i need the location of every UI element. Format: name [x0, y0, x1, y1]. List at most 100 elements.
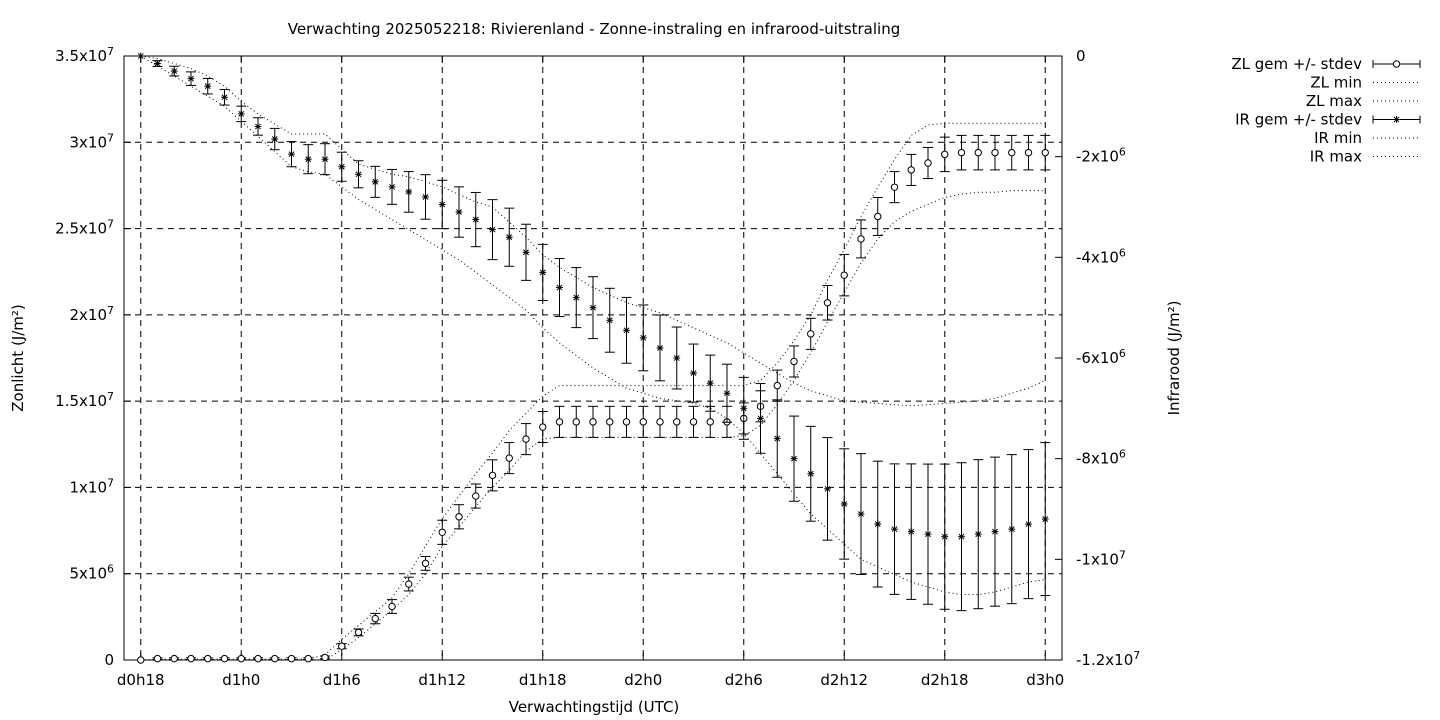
marker-stroke	[489, 226, 496, 233]
marker-stroke	[992, 528, 998, 535]
ir-marker	[170, 67, 178, 75]
zl-marker	[170, 654, 178, 663]
marker-stroke	[724, 390, 730, 397]
zl-point	[906, 153, 917, 186]
marker-stroke	[858, 511, 864, 517]
zl-point	[236, 654, 247, 663]
marker-stroke	[439, 201, 446, 208]
ir-marker	[807, 470, 815, 478]
ir-point	[939, 463, 950, 610]
ir-marker	[706, 379, 714, 387]
zl-point	[805, 317, 816, 350]
marker-stroke	[673, 355, 680, 361]
x-tick-label: d2h12	[820, 671, 868, 689]
ir-marker	[974, 530, 982, 538]
ir-marker	[438, 201, 446, 208]
ir-point	[353, 160, 364, 189]
ir-marker	[874, 520, 882, 528]
marker-stroke	[1008, 526, 1015, 533]
zl-marker	[237, 654, 245, 663]
ir-marker	[991, 528, 999, 536]
ir-marker	[237, 110, 245, 118]
ir-point	[470, 191, 481, 248]
zl-marker	[271, 654, 279, 663]
marker-stroke	[941, 533, 948, 540]
y-tick-label: 3x107	[69, 131, 114, 151]
zl-point	[1040, 134, 1051, 171]
zl-marker	[807, 330, 815, 338]
zl-marker	[957, 148, 966, 157]
zl-point	[470, 483, 481, 509]
zl-point	[822, 285, 833, 321]
ir-marker	[757, 415, 764, 422]
zl-point	[1023, 134, 1034, 171]
zl-point	[571, 405, 582, 438]
zl-marker	[606, 418, 614, 426]
zl-point	[671, 405, 682, 438]
zl-point	[370, 612, 381, 625]
ir-point	[973, 459, 984, 610]
ir-point	[537, 243, 548, 302]
marker-stroke	[523, 249, 529, 256]
chart-title: Verwachting 2025052218: Rivierenland - Z…	[288, 20, 900, 38]
zl-point	[353, 628, 364, 637]
marker-stroke	[690, 370, 697, 377]
zl-marker	[338, 642, 346, 650]
zl-point	[588, 405, 598, 438]
x-tick-label: d2h6	[725, 671, 763, 689]
marker-stroke	[137, 53, 144, 59]
ir-point	[789, 415, 799, 502]
zl-point	[253, 654, 263, 663]
ir-point	[772, 399, 783, 478]
ir-point	[504, 207, 515, 267]
legend-marker	[1393, 116, 1400, 123]
ir-marker	[254, 123, 262, 130]
zl-point	[772, 369, 783, 402]
zl-point	[387, 599, 397, 614]
legend-label: ZL gem +/- stdev	[1231, 55, 1362, 73]
ir-point	[219, 89, 230, 106]
ir-point	[554, 257, 565, 318]
zl-marker	[522, 435, 530, 443]
zl-marker	[941, 150, 949, 159]
ir-marker	[455, 208, 463, 216]
ir-point	[286, 141, 297, 168]
marker-stroke	[422, 194, 429, 200]
zl-point	[437, 519, 448, 545]
y2-tick-label: -4x106	[1076, 246, 1126, 266]
marker-stroke	[556, 284, 563, 291]
ir-marker	[924, 530, 932, 538]
ir-marker	[941, 533, 949, 541]
zl-marker	[924, 159, 932, 167]
marker-stroke	[322, 156, 328, 163]
ir-marker	[840, 500, 848, 508]
legend-marker	[1392, 60, 1401, 68]
zl-point	[186, 654, 196, 663]
zl-marker	[438, 528, 446, 536]
zl-marker	[823, 299, 832, 307]
ir-marker	[589, 304, 597, 312]
y-axis-label: Zonlicht (J/m²)	[9, 304, 27, 412]
ir-point	[822, 437, 833, 541]
ir-marker	[522, 248, 530, 256]
zl-point	[856, 219, 866, 259]
ir-point	[202, 77, 213, 95]
marker-stroke	[355, 171, 362, 178]
ir-marker	[489, 226, 496, 234]
series-layer	[137, 52, 1051, 664]
ir-marker	[539, 269, 547, 276]
legend-label: IR min	[1314, 129, 1362, 147]
zl-marker	[421, 559, 430, 568]
y-tick-label: 0	[104, 651, 114, 669]
zl-point	[638, 405, 649, 438]
zl-point	[286, 654, 297, 663]
legend-label: IR gem +/- stdev	[1235, 111, 1362, 129]
marker-stroke	[590, 304, 596, 311]
zl-marker	[539, 423, 547, 431]
ir-point	[856, 453, 866, 575]
zl-point	[990, 134, 1000, 171]
x-tick-label: d1h6	[323, 671, 361, 689]
legend-label: ZL max	[1306, 92, 1362, 110]
zl-marker	[673, 418, 681, 426]
